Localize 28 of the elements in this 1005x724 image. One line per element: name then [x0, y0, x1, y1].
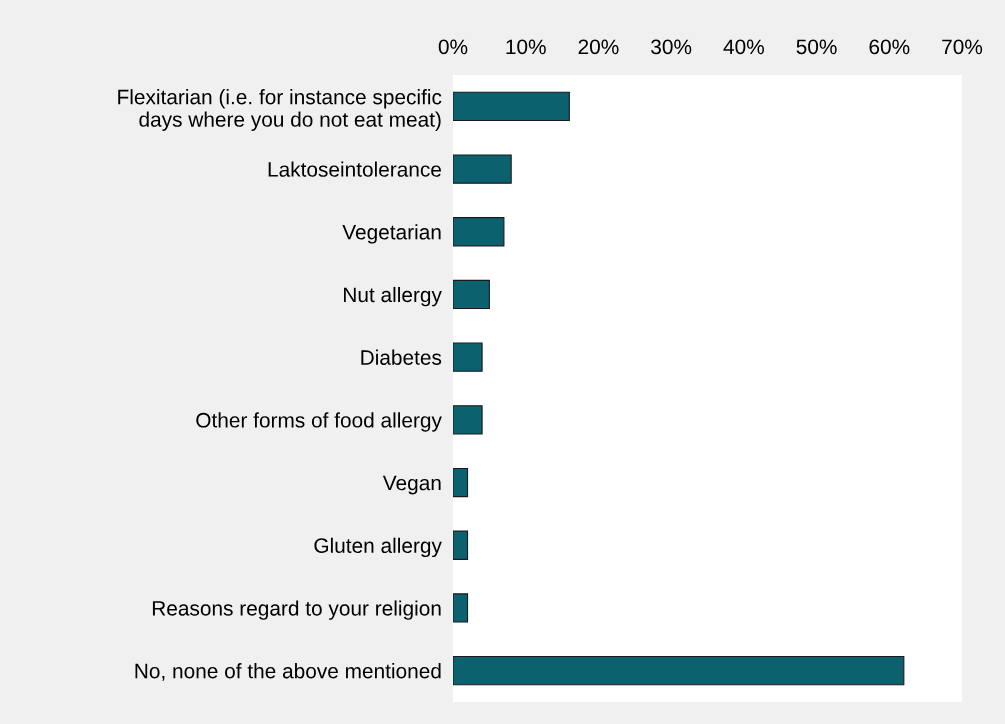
- bar: [453, 154, 512, 184]
- bar: [453, 279, 490, 310]
- y-tick-label: No, none of the above mentioned: [135, 663, 441, 681]
- x-tick-label: 70%: [942, 39, 983, 55]
- x-tick-label: 60%: [869, 39, 910, 55]
- bar: [453, 217, 505, 247]
- y-tick-label: Other forms of food allergy: [196, 412, 442, 432]
- bar: [453, 342, 483, 372]
- y-tick-label: Nut allergy: [344, 286, 442, 307]
- bar: [453, 593, 469, 623]
- x-tick-label: 0%: [438, 39, 468, 55]
- y-tick-label: Vegan: [382, 475, 441, 495]
- y-tick-label: Gluten allergy: [314, 537, 442, 558]
- y-tick-label: Diabetes: [361, 349, 442, 365]
- x-tick-label: 10%: [506, 39, 546, 55]
- bar: [453, 91, 570, 122]
- bar: [453, 467, 469, 498]
- x-tick-label: 40%: [723, 39, 764, 55]
- y-tick-label: Vegetarian: [342, 224, 441, 244]
- x-tick-label: 20%: [578, 39, 619, 55]
- y-tick-label: Reasons regard to your religion: [152, 600, 441, 620]
- y-tick-label: Laktoseintolerance: [268, 161, 441, 177]
- bar: [453, 655, 905, 686]
- x-tick-label: 30%: [651, 39, 692, 55]
- bar: [453, 405, 483, 435]
- y-tick-label: Flexitarian (i.e. for instance specific days where you do not eat meat): [118, 89, 442, 131]
- bar: [453, 530, 469, 560]
- x-tick-label: 50%: [796, 39, 837, 55]
